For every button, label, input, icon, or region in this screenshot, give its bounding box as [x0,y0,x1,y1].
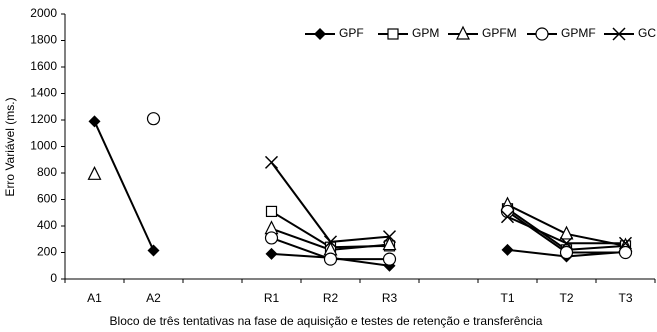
legend-label: GPF [339,26,364,40]
marker [147,244,160,257]
y-tick-label: 400 [37,218,57,232]
legend-marker [535,27,549,41]
y-tick-label: 2000 [30,6,57,20]
marker [323,235,338,249]
y-axis-title: Erro Variável (ms.) [3,97,17,196]
y-tick-label: 0 [50,271,57,285]
legend-label: GPM [412,26,439,40]
marker [382,252,397,266]
y-tick-label: 1200 [30,112,57,126]
series-line [270,161,626,245]
x-tick-label: A2 [146,291,161,305]
y-tick-label: 1400 [30,86,57,100]
marker [501,243,514,256]
y-tick-label: 200 [37,245,57,259]
y-tick-label: 800 [37,165,57,179]
x-axis-title: Bloco de três tentativas na fase de aqui… [110,314,543,328]
legend-label: GPMF [561,26,596,40]
marker [87,165,102,180]
marker [500,204,515,219]
marker [618,236,633,250]
x-tick-label: R1 [264,291,280,305]
marker [265,205,278,218]
legend-marker [456,25,470,40]
marker [618,245,633,260]
legend-marker [612,27,626,41]
x-tick-label: T2 [559,291,573,305]
marker [382,230,397,244]
legend-label: GPFM [482,26,517,40]
x-tick-label: A1 [87,291,102,305]
marker [264,231,279,245]
legend-marker [314,28,326,40]
y-tick-label: 600 [37,192,57,206]
x-tick-label: R2 [323,291,339,305]
marker [559,245,574,260]
legend-marker [387,28,399,40]
marker [382,236,397,251]
y-tick-label: 1600 [30,59,57,73]
x-tick-label: R3 [382,291,398,305]
x-tick-label: T1 [500,291,514,305]
legend-label: GC [638,26,656,40]
y-tick-label: 1800 [30,33,57,47]
marker [323,252,338,266]
marker [146,112,161,126]
marker [500,210,515,224]
marker [88,115,101,128]
marker [265,247,278,260]
marker [559,236,574,250]
x-tick-label: T3 [618,291,632,305]
y-tick-label: 1000 [30,139,57,153]
marker [264,155,279,169]
marker [559,225,574,240]
series-line [93,120,626,267]
